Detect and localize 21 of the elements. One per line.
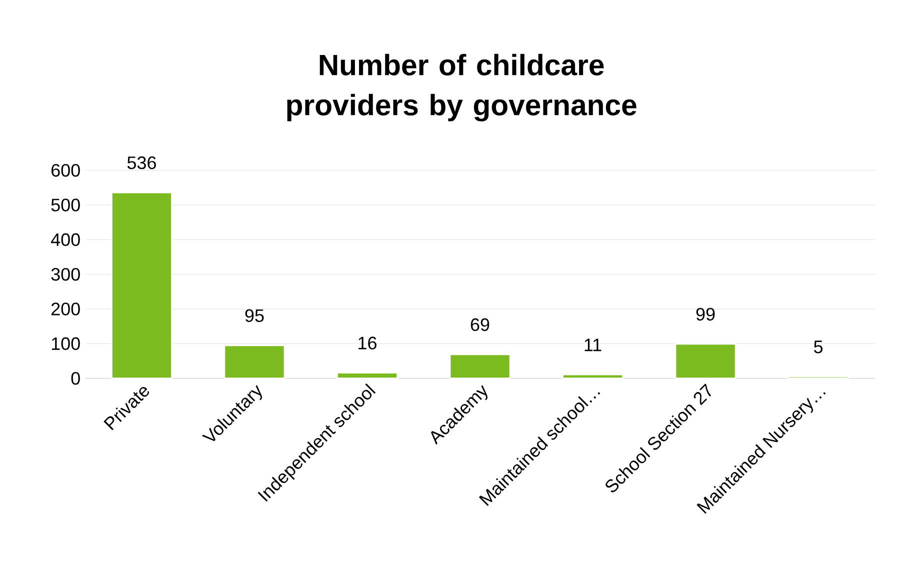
data-label: 16	[358, 336, 376, 350]
y-tick-label: 400	[51, 233, 80, 246]
chart-title: Number of childcare providers by governance	[287, 54, 636, 122]
bar	[111, 192, 172, 380]
data-label: 11	[584, 338, 602, 352]
y-tick-label: 300	[51, 268, 80, 281]
bar	[449, 354, 511, 380]
y-tick-label: 500	[51, 198, 80, 212]
y-tick-label: 100	[52, 337, 80, 350]
data-label: 69	[470, 318, 490, 332]
bar	[674, 343, 736, 380]
data-label: 5	[814, 340, 823, 354]
y-tick-label: 0	[71, 372, 80, 385]
bar	[562, 374, 624, 380]
bar	[336, 372, 398, 380]
y-tick-label: 200	[51, 302, 80, 316]
bar	[224, 344, 286, 380]
data-label: 99	[696, 308, 715, 321]
data-label: 536	[127, 156, 156, 170]
y-tick-label: 600	[52, 164, 80, 177]
data-label: 95	[245, 309, 264, 322]
